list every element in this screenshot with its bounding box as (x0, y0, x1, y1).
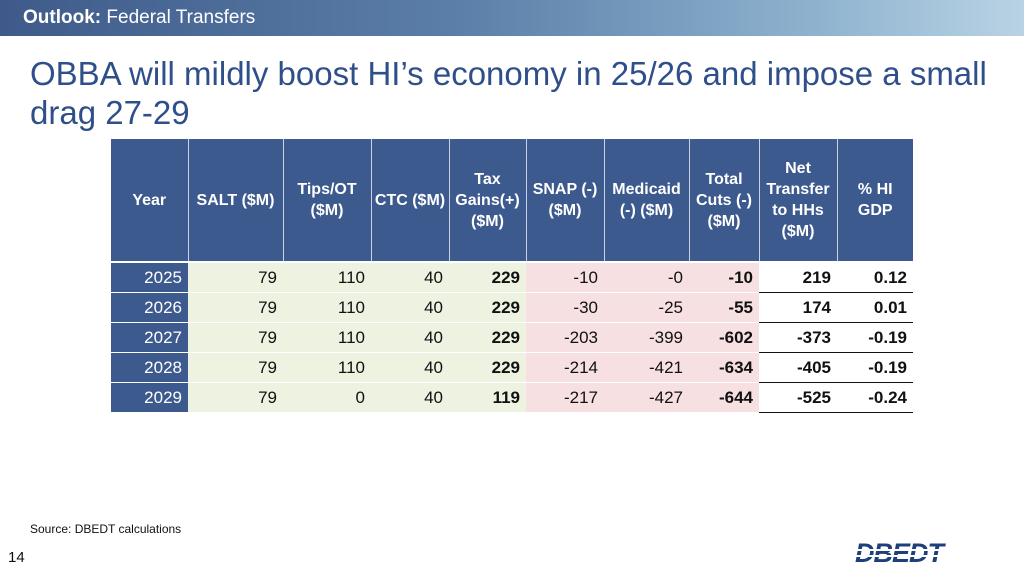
cell-tax-gains: 229 (449, 352, 526, 383)
cell-medicaid: -427 (604, 382, 689, 413)
table-header-row: Year SALT ($M) Tips/OT ($M) CTC ($M) Tax… (111, 139, 913, 262)
cell-medicaid: -25 (604, 292, 689, 323)
cell-total-cuts: -644 (689, 382, 759, 413)
col-header-ctc: CTC ($M) (371, 139, 450, 262)
col-header-tax-gains: Tax Gains(+) ($M) (449, 139, 527, 262)
cell-snap: -217 (526, 382, 604, 413)
cell-ctc: 40 (371, 352, 449, 383)
table-row: 2028 79 110 40 229 -214 -421 -634 -405 -… (111, 352, 913, 383)
cell-hi-gdp: 0.01 (837, 292, 913, 323)
page-number: 14 (8, 549, 25, 566)
cell-ctc: 40 (371, 322, 449, 353)
table-row: 2025 79 110 40 229 -10 -0 -10 219 0.12 (111, 261, 913, 293)
cell-tax-gains: 119 (449, 382, 526, 413)
cell-ctc: 40 (371, 261, 449, 293)
cell-tips-ot: 110 (283, 322, 371, 353)
table-row: 2027 79 110 40 229 -203 -399 -602 -373 -… (111, 322, 913, 353)
cell-year: 2028 (111, 352, 188, 383)
cell-salt: 79 (188, 292, 283, 323)
cell-salt: 79 (188, 261, 283, 293)
cell-medicaid: -0 (604, 261, 689, 293)
table-row: 2029 79 0 40 119 -217 -427 -644 -525 -0.… (111, 382, 913, 413)
cell-hi-gdp: -0.19 (837, 322, 913, 353)
cell-year: 2027 (111, 322, 188, 353)
section-header-label: Outlook: Federal Transfers (23, 6, 255, 30)
cell-tips-ot: 110 (283, 352, 371, 383)
cell-total-cuts: -634 (689, 352, 759, 383)
col-header-year: Year (111, 139, 189, 262)
cell-net-transfer: -525 (759, 382, 837, 413)
col-header-total-cuts: Total Cuts (-) ($M) (689, 139, 760, 262)
source-note: Source: DBEDT calculations (30, 522, 182, 536)
cell-salt: 79 (188, 352, 283, 383)
col-header-salt: SALT ($M) (188, 139, 284, 262)
col-header-snap: SNAP (-) ($M) (526, 139, 605, 262)
dbedt-logo: DBEDT (853, 538, 965, 573)
cell-medicaid: -421 (604, 352, 689, 383)
slide-title: OBBA will mildly boost HI’s economy in 2… (30, 55, 987, 131)
cell-tax-gains: 229 (449, 292, 526, 323)
logo-wordmark: DBEDT (855, 538, 947, 568)
cell-total-cuts: -55 (689, 292, 759, 323)
cell-ctc: 40 (371, 292, 449, 323)
cell-hi-gdp: -0.19 (837, 352, 913, 383)
cell-snap: -203 (526, 322, 604, 353)
cell-snap: -30 (526, 292, 604, 323)
cell-net-transfer: 219 (759, 261, 837, 293)
col-header-tips-ot: Tips/OT ($M) (283, 139, 372, 262)
cell-tips-ot: 110 (283, 292, 371, 323)
cell-hi-gdp: -0.24 (837, 382, 913, 413)
cell-tax-gains: 229 (449, 261, 526, 293)
col-header-net-transfer: Net Transfer to HHs ($M) (759, 139, 838, 262)
cell-salt: 79 (188, 322, 283, 353)
cell-total-cuts: -602 (689, 322, 759, 353)
cell-hi-gdp: 0.12 (837, 261, 913, 293)
col-header-hi-gdp: % HI GDP (837, 139, 913, 262)
cell-tax-gains: 229 (449, 322, 526, 353)
table-row: 2026 79 110 40 229 -30 -25 -55 174 0.01 (111, 292, 913, 323)
cell-total-cuts: -10 (689, 261, 759, 293)
cell-tips-ot: 110 (283, 261, 371, 293)
cell-snap: -10 (526, 261, 604, 293)
cell-salt: 79 (188, 382, 283, 413)
cell-year: 2026 (111, 292, 188, 323)
section-header-prefix: Outlook: (23, 7, 102, 28)
cell-net-transfer: 174 (759, 292, 837, 323)
cell-medicaid: -399 (604, 322, 689, 353)
section-header-topic: Federal Transfers (106, 7, 256, 28)
cell-net-transfer: -373 (759, 322, 837, 353)
federal-transfers-table: Year SALT ($M) Tips/OT ($M) CTC ($M) Tax… (111, 139, 913, 413)
cell-ctc: 40 (371, 382, 449, 413)
section-header-bar: Outlook: Federal Transfers (0, 0, 1024, 36)
dbedt-logo-graphic: DBEDT (855, 538, 959, 568)
cell-snap: -214 (526, 352, 604, 383)
col-header-medicaid: Medicaid (-) ($M) (604, 139, 690, 262)
cell-net-transfer: -405 (759, 352, 837, 383)
cell-year: 2029 (111, 382, 188, 413)
cell-tips-ot: 0 (283, 382, 371, 413)
cell-year: 2025 (111, 261, 188, 293)
